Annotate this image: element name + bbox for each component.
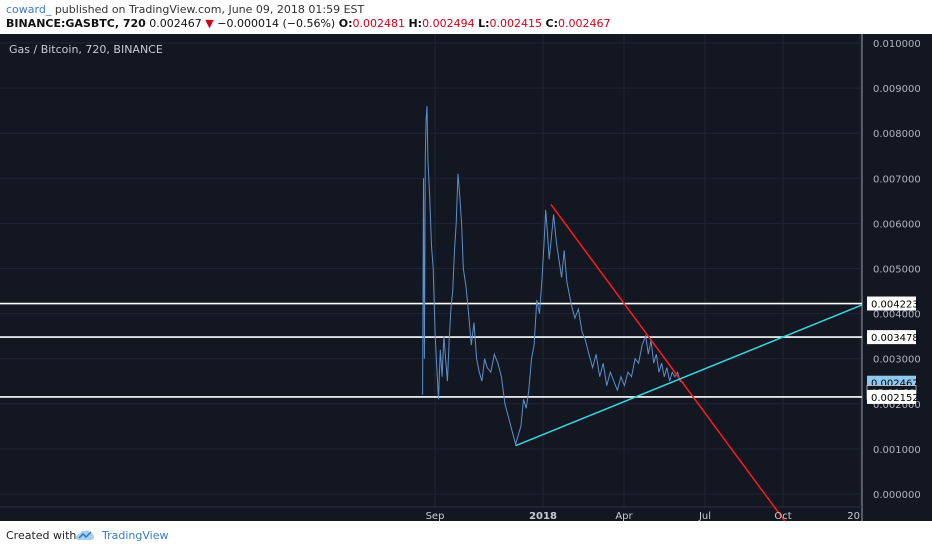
x-tick-label: Apr [615,511,633,521]
high-label: H: [408,17,423,30]
y-tick-label: 0.010000 [873,39,921,50]
high-value: 0.002494 [422,17,475,30]
open-label: O: [338,17,353,30]
price-label: 0.003478 [871,333,919,344]
price-label: 0.002467 [871,379,919,390]
chart-header: coward_ published on TradingView.com, Ju… [0,0,932,34]
trend-line [550,204,786,521]
instrument-label: Gas / Bitcoin, 720, BINANCE [9,43,163,56]
created-with-text: Created with [6,529,77,542]
trend-line [515,304,863,447]
symbol: BINANCE:GASBTC, 720 [6,17,146,30]
price-axis [862,34,932,521]
price-change: −0.000014 (−0.56%) [217,17,336,30]
close-value: 0.002467 [557,17,611,30]
close-label: C: [545,17,558,30]
x-tick-label: Oct [774,511,791,521]
footer: Created with TradingView [0,521,932,550]
last-price: 0.002467 [149,17,202,30]
y-tick-label: 0.009000 [873,84,921,95]
x-tick-label: Jul [698,511,711,521]
symbol-line: BINANCE:GASBTC, 720 0.002467 ▼ −0.000014… [6,17,610,30]
y-tick-label: 0.002000 [873,400,921,411]
x-tick-label: 2018 [529,511,557,521]
y-tick-label: 0.003000 [873,355,921,366]
price-label: 0.004223 [871,300,919,311]
x-tick-label: Sep [426,511,445,521]
low-label: L: [478,17,490,30]
y-tick-label: 0.008000 [873,129,921,140]
y-tick-label: 0.007000 [873,174,921,185]
y-tick-label: 0.006000 [873,219,921,230]
y-tick-label: 0.001000 [873,445,921,456]
low-value: 0.002415 [489,17,543,30]
price-chart[interactable]: 0.000000 0.001000 0.002000 0.003000 0.004000… [0,34,932,521]
price-label-box [867,389,916,404]
price-label: 0.002152 [871,393,919,404]
chart-area[interactable]: 0.000000 0.001000 0.002000 0.003000 0.004000… [0,34,932,521]
author-link[interactable]: coward_ [6,3,52,16]
price-label-box [867,296,916,311]
change-down-icon: ▼ [205,17,214,30]
tradingview-logo-icon [76,530,94,540]
y-tick-label: 0.000000 [873,490,921,501]
price-label-box [867,330,916,345]
x-tick-label: 20 [847,511,860,521]
y-tick-label: 0.004000 [873,310,921,321]
open-value: 0.002481 [352,17,405,30]
published-text: published on TradingView.com, June 09, 2… [51,3,365,16]
price-series-line [422,106,684,447]
publish-line: coward_ published on TradingView.com, Ju… [6,3,364,16]
y-tick-label: 0.005000 [873,264,921,275]
tradingview-brand[interactable]: TradingView [102,529,169,542]
